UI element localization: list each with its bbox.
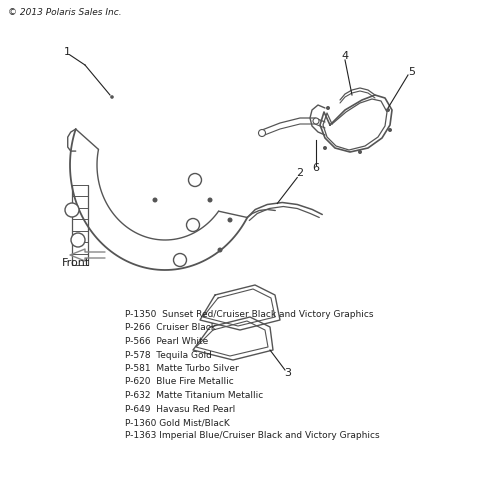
Circle shape [188, 174, 202, 186]
Text: 3: 3 [284, 368, 292, 378]
Text: P-649  Havasu Red Pearl: P-649 Havasu Red Pearl [125, 404, 236, 413]
Text: Front: Front [62, 258, 90, 268]
Circle shape [65, 203, 79, 217]
Text: 1: 1 [64, 47, 70, 57]
Circle shape [323, 146, 327, 150]
Circle shape [218, 248, 222, 252]
Circle shape [358, 150, 362, 154]
Text: P-266  Cruiser Black: P-266 Cruiser Black [125, 324, 216, 332]
Circle shape [152, 198, 158, 202]
Text: P-1363 Imperial Blue/Cruiser Black and Victory Graphics: P-1363 Imperial Blue/Cruiser Black and V… [125, 432, 380, 440]
Circle shape [71, 233, 85, 247]
Text: © 2013 Polaris Sales Inc.: © 2013 Polaris Sales Inc. [8, 8, 121, 17]
Circle shape [228, 218, 232, 222]
Circle shape [174, 254, 186, 266]
Text: P-1350  Sunset Red/Cruiser Black and Victory Graphics: P-1350 Sunset Red/Cruiser Black and Vict… [125, 310, 374, 319]
Circle shape [388, 128, 392, 132]
Circle shape [110, 95, 114, 99]
Text: 4: 4 [342, 51, 348, 61]
Text: 6: 6 [312, 163, 320, 173]
Text: P-1360 Gold Mist/BlacK: P-1360 Gold Mist/BlacK [125, 418, 230, 427]
Circle shape [208, 198, 212, 202]
Text: P-620  Blue Fire Metallic: P-620 Blue Fire Metallic [125, 378, 234, 386]
Circle shape [386, 108, 390, 112]
Circle shape [258, 130, 266, 136]
Text: P-578  Tequila Gold: P-578 Tequila Gold [125, 350, 212, 360]
Text: P-566  Pearl White: P-566 Pearl White [125, 337, 208, 346]
Circle shape [186, 218, 200, 232]
Circle shape [326, 106, 330, 110]
Text: P-632  Matte Titanium Metallic: P-632 Matte Titanium Metallic [125, 391, 263, 400]
Text: 5: 5 [408, 67, 416, 77]
Circle shape [313, 118, 319, 124]
Text: 2: 2 [296, 168, 303, 178]
Text: P-581  Matte Turbo Silver: P-581 Matte Turbo Silver [125, 364, 239, 373]
